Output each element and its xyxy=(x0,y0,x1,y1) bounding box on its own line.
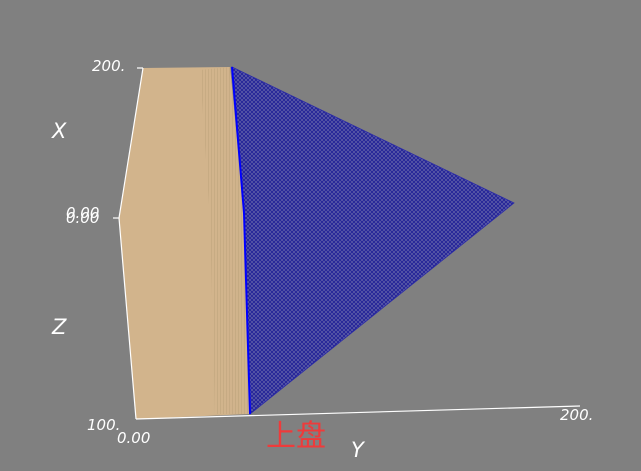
z-axis-line xyxy=(118,217,137,420)
y-axis-tick-end: 200. xyxy=(560,406,593,424)
x-axis-tick-mid-b: 0.00 xyxy=(66,209,99,227)
x-axis-tick-mid-a: 0.00 xyxy=(66,204,99,222)
x-axis-line xyxy=(118,67,144,219)
x-axis-tick-top: 200. xyxy=(92,57,125,75)
x-axis-label: X xyxy=(51,119,67,143)
z-axis-tick-bottom: 100. xyxy=(87,416,120,434)
z-axis-label: Z xyxy=(51,315,67,339)
hanging-wall-caption: 上盘 xyxy=(266,419,326,454)
fault-edge-line xyxy=(231,66,251,415)
solid-surface-edge-shading xyxy=(200,67,250,414)
y-axis-tick-start: 0.00 xyxy=(117,429,150,447)
y-axis-label: Y xyxy=(351,438,366,462)
wireframe-mesh xyxy=(231,66,515,415)
y-axis-line xyxy=(135,405,581,420)
